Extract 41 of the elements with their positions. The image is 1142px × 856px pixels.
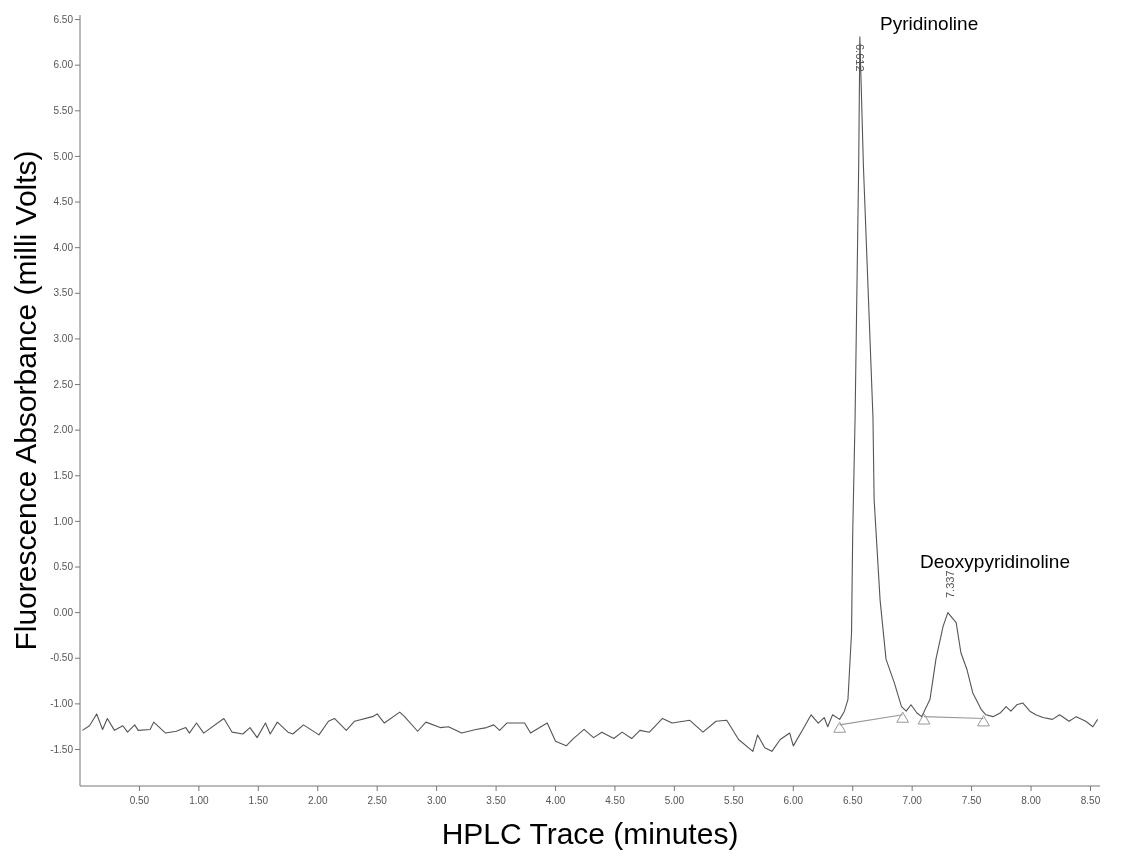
- y-tick-label: 6.00: [53, 59, 74, 71]
- x-tick-label: 6.00: [783, 795, 804, 806]
- y-tick-label: 5.50: [53, 105, 74, 116]
- y-tick-label: 2.00: [53, 424, 74, 436]
- y-tick-label: 5.00: [53, 150, 74, 162]
- x-tick-label: 7.00: [902, 795, 923, 806]
- x-tick-label: 7.50: [961, 795, 982, 806]
- y-axis-title: Fluorescence Absorbance (milli Volts): [9, 150, 42, 651]
- annotation: Deoxypyridinoline: [920, 551, 1070, 572]
- y-tick-label: 3.00: [53, 333, 74, 345]
- x-tick-label: 2.50: [367, 795, 388, 806]
- y-tick-label: 6.50: [53, 13, 74, 25]
- y-tick-label: 1.00: [53, 515, 74, 527]
- annotation: 6.612: [854, 44, 866, 72]
- y-tick-label: 0.50: [53, 561, 74, 573]
- y-tick-label: 4.00: [53, 241, 74, 253]
- y-tick-label: 0.00: [53, 606, 74, 618]
- x-tick-label: 4.50: [605, 795, 626, 806]
- y-tick-label: -1.50: [50, 743, 74, 755]
- annotation: 7.337: [944, 570, 956, 598]
- y-tick-label: -0.50: [50, 652, 74, 664]
- y-tick-label: 3.50: [53, 287, 74, 299]
- x-tick-label: 5.50: [724, 795, 745, 806]
- x-tick-label: 3.00: [426, 795, 447, 806]
- y-tick-label: 2.50: [53, 378, 74, 390]
- x-tick-label: 1.50: [248, 795, 269, 806]
- y-tick-label: 1.50: [53, 469, 74, 481]
- x-tick-label: 0.50: [129, 795, 150, 806]
- annotation: Pyridinoline: [880, 13, 979, 34]
- x-tick-label: 4.00: [545, 795, 566, 806]
- x-tick-label: 6.50: [842, 795, 863, 806]
- line-series: [81, 36, 1099, 752]
- x-tick-label: 5.00: [664, 795, 685, 806]
- y-tick-label: -1.00: [50, 698, 74, 710]
- x-tick-label: 2.00: [308, 795, 328, 806]
- x-tick-label: 3.50: [486, 795, 507, 806]
- x-axis-title: HPLC Trace (minutes): [441, 817, 739, 850]
- y-tick-label: 4.50: [53, 196, 74, 208]
- x-tick-label: 8.00: [1021, 795, 1042, 806]
- x-tick-label: 1.00: [189, 795, 210, 806]
- x-tick-label: 8.50: [1080, 795, 1101, 806]
